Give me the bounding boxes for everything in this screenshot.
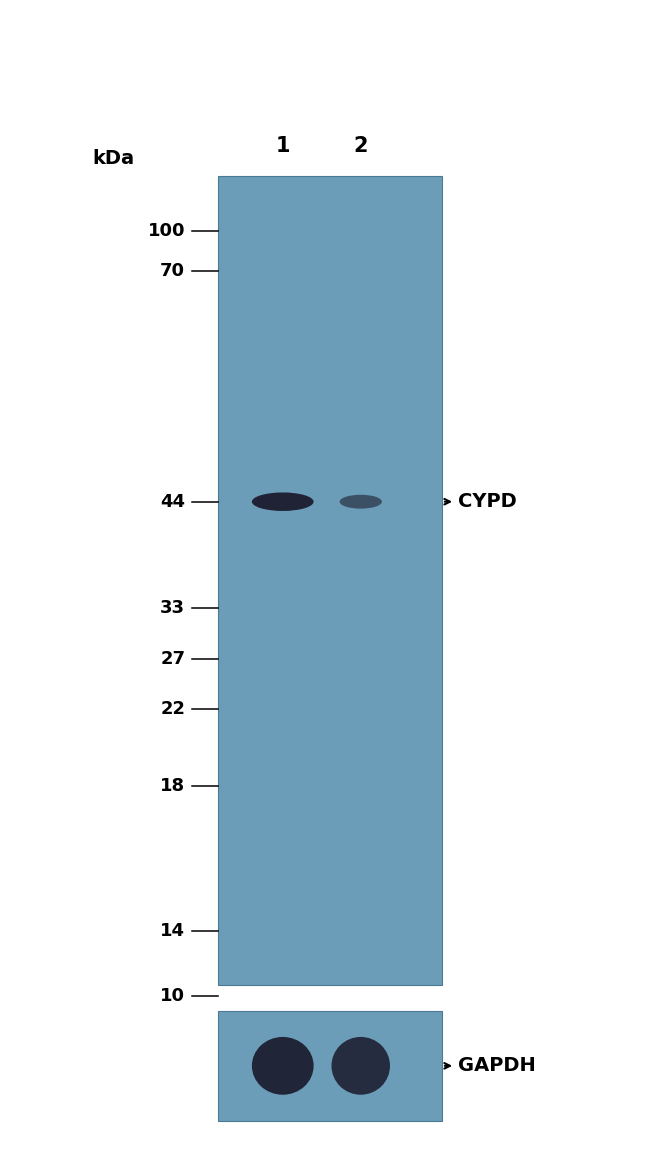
Ellipse shape <box>252 1037 313 1095</box>
Text: 44: 44 <box>161 492 185 511</box>
Text: 2: 2 <box>354 136 368 156</box>
Text: 14: 14 <box>161 921 185 940</box>
Text: GAPDH: GAPDH <box>458 1057 536 1075</box>
Bar <box>218 176 442 985</box>
Text: 22: 22 <box>161 699 185 718</box>
Ellipse shape <box>332 1037 390 1095</box>
Text: 70: 70 <box>161 261 185 280</box>
Text: kDa: kDa <box>93 149 135 168</box>
Text: 1: 1 <box>276 136 290 156</box>
Text: 100: 100 <box>148 222 185 240</box>
Text: CYPD: CYPD <box>458 492 517 511</box>
Text: 18: 18 <box>160 777 185 795</box>
Ellipse shape <box>340 495 382 509</box>
Text: 33: 33 <box>161 599 185 617</box>
Text: 10: 10 <box>161 987 185 1006</box>
Text: 27: 27 <box>161 650 185 668</box>
Ellipse shape <box>252 492 313 511</box>
Bar <box>218 1012 442 1121</box>
